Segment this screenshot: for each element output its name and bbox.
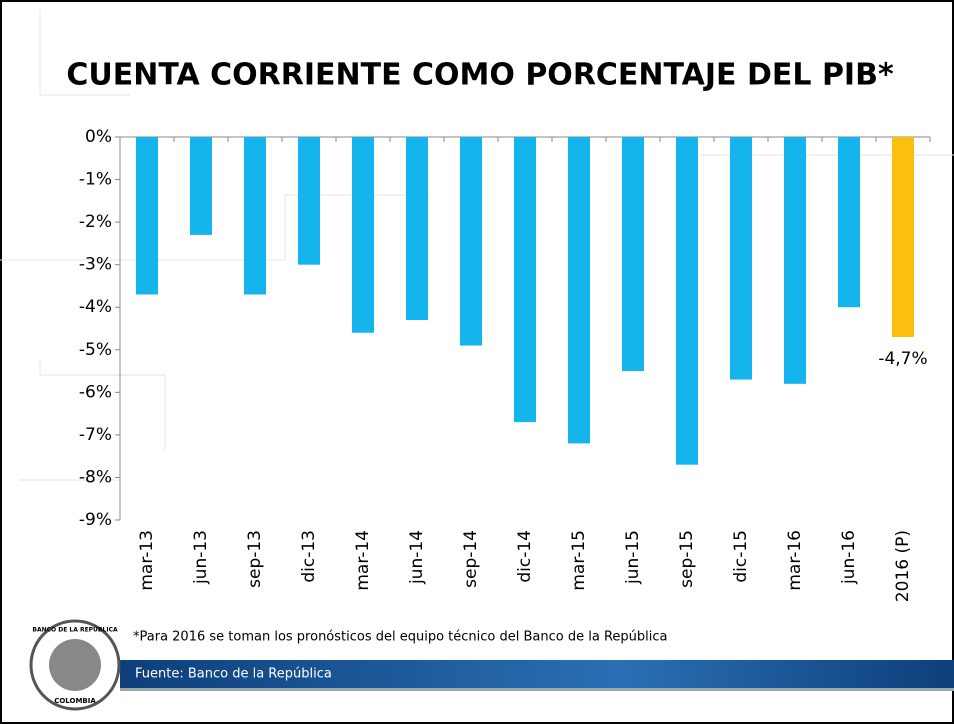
x-tick-label: jun-16 [839,530,859,585]
logo-text: COLOMBIA [54,697,96,705]
x-tick-label: mar-13 [137,530,157,591]
x-tick-label: jun-14 [407,530,427,585]
source: Fuente: Banco de la República [135,667,332,682]
y-tick-label: -1% [79,170,112,190]
chart-title: CUENTA CORRIENTE COMO PORCENTAJE DEL PIB… [66,58,894,93]
y-tick-label: -5% [79,340,112,360]
bar [352,137,374,333]
source-band [120,660,954,688]
bar [406,137,428,320]
x-tick-label: 2016 (P) [893,530,913,602]
bar [298,137,320,265]
y-tick-label: 0% [85,127,112,147]
x-tick-label: mar-14 [353,530,373,591]
bar [838,137,860,308]
value-label: -4,7% [878,349,927,369]
x-tick-label: jun-15 [623,530,643,585]
x-tick-label: dic-13 [299,530,319,583]
bar [460,137,482,346]
logo: BANCO DE LA REPÚBLICA COLOMBIA [29,619,121,711]
bar [568,137,590,444]
x-tick-label: sep-13 [245,530,265,588]
y-tick-label: -8% [79,467,112,487]
bar [892,137,914,338]
bar [136,137,158,295]
x-tick-label: dic-15 [731,530,751,583]
x-tick-label: sep-15 [677,530,697,588]
bar [244,137,266,295]
bar [730,137,752,380]
bar [784,137,806,384]
logo-face [49,639,101,691]
x-tick-label: jun-13 [191,530,211,585]
x-tick-label: dic-14 [515,530,535,583]
footnote: *Para 2016 se toman los pronósticos del … [133,630,668,645]
bar [622,137,644,372]
y-tick-label: -2% [79,212,112,232]
logo-text: BANCO DE LA REPÚBLICA [32,627,118,634]
band-shadow [120,688,954,691]
bar [514,137,536,423]
y-tick-label: -4% [79,297,112,317]
x-tick-label: mar-16 [785,530,805,591]
y-tick-label: -3% [79,255,112,275]
y-tick-label: -6% [79,382,112,402]
bar [676,137,698,465]
y-tick-label: -9% [79,510,112,530]
x-tick-label: mar-15 [569,530,589,591]
y-tick-label: -7% [79,425,112,445]
x-tick-label: sep-14 [461,530,481,588]
bar [190,137,212,235]
